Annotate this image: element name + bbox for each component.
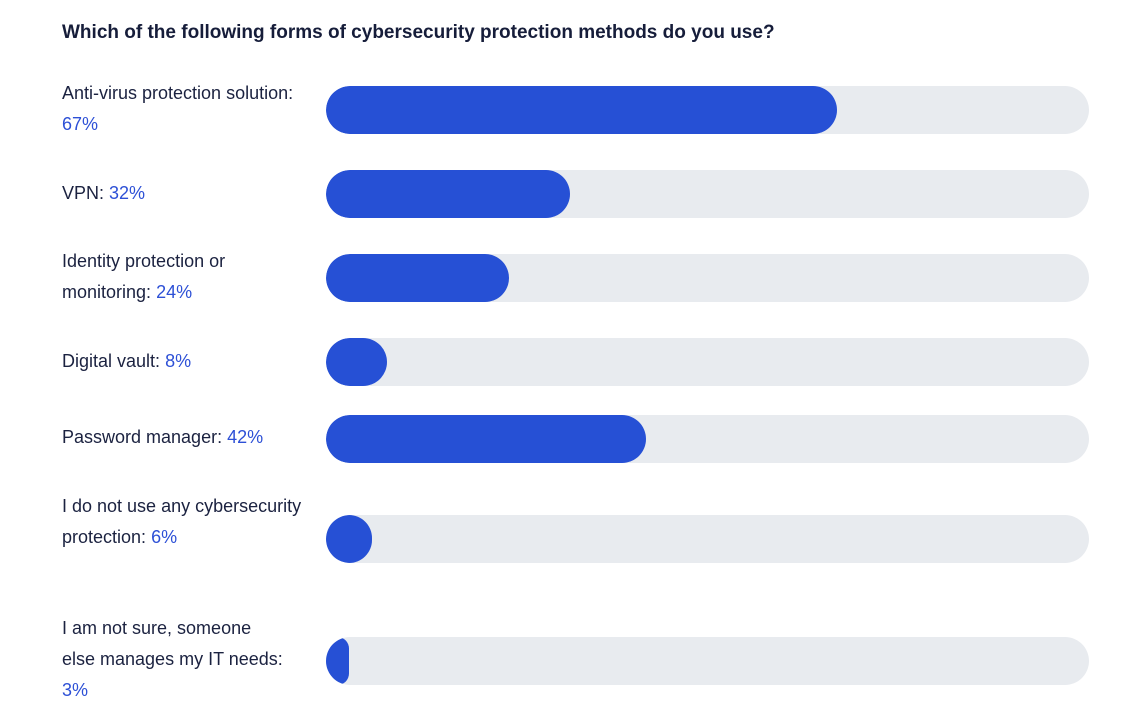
bar-label-text: I do not use any cybersecurity protectio… (62, 496, 302, 547)
bar-label-password-manager: Password manager: 42% (62, 422, 312, 453)
bar-fill-vpn (326, 170, 571, 218)
bar-fill-not-sure (326, 637, 349, 685)
bar-value-label: 8% (165, 351, 192, 371)
bar-label-digital-vault: Digital vault: 8% (62, 346, 312, 377)
bar-value-label: 42% (227, 427, 264, 447)
bar-label-no-protection: I do not use any cybersecurity protectio… (62, 491, 302, 553)
bar-track (326, 254, 1089, 302)
bar-fill-password-manager (326, 415, 647, 463)
bar-value-label: 24% (156, 282, 193, 302)
bar-label-vpn: VPN: 32% (62, 178, 312, 209)
bar-label-text: Digital vault: (62, 351, 161, 371)
bar-label-text: Anti-virus protection solution: (62, 83, 294, 103)
bar-value-label: 3% (62, 680, 89, 700)
bar-track (326, 637, 1089, 685)
bar-fill-antivirus (326, 86, 838, 134)
bar-value-label: 6% (151, 527, 178, 547)
bar-track (326, 338, 1089, 386)
bar-label-antivirus: Anti-virus protection solution: 67% (62, 78, 312, 140)
bar-fill-identity (326, 254, 510, 302)
bar-track (326, 170, 1089, 218)
bar-value-label: 67% (62, 114, 99, 134)
bar-label-text: Password manager: (62, 427, 223, 447)
bar-label-identity: Identity protection or monitoring: 24% (62, 246, 272, 308)
chart-title: Which of the following forms of cybersec… (62, 22, 775, 43)
bar-track (326, 515, 1089, 563)
bar-fill-no-protection (326, 515, 372, 563)
bar-track (326, 86, 1089, 134)
bar-label-text: Identity protection or monitoring: (62, 251, 226, 302)
bar-label-not-sure: I am not sure, someone else manages my I… (62, 613, 284, 706)
bar-track (326, 415, 1089, 463)
bar-label-text: VPN: (62, 183, 105, 203)
bar-label-text: I am not sure, someone else manages my I… (62, 618, 283, 669)
bar-value-label: 32% (109, 183, 146, 203)
bar-fill-digital-vault (326, 338, 388, 386)
